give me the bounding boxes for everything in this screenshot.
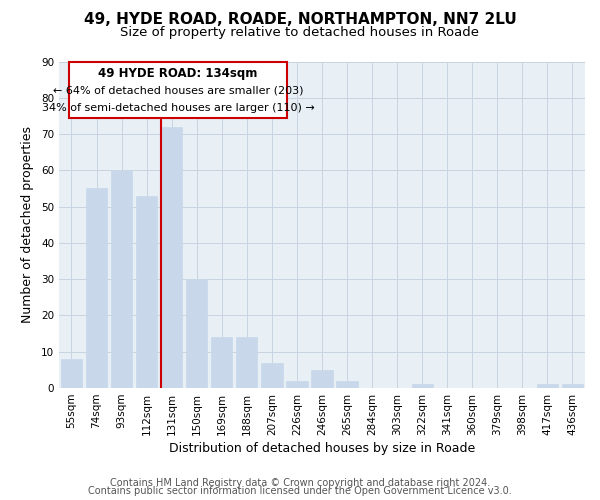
Bar — [286, 381, 308, 388]
Bar — [161, 127, 182, 388]
FancyBboxPatch shape — [69, 62, 287, 118]
Bar — [537, 384, 558, 388]
Text: 49, HYDE ROAD, ROADE, NORTHAMPTON, NN7 2LU: 49, HYDE ROAD, ROADE, NORTHAMPTON, NN7 2… — [83, 12, 517, 28]
Bar — [211, 338, 232, 388]
Text: 34% of semi-detached houses are larger (110) →: 34% of semi-detached houses are larger (… — [41, 102, 314, 113]
Bar — [311, 370, 332, 388]
Text: ← 64% of detached houses are smaller (203): ← 64% of detached houses are smaller (20… — [53, 86, 303, 96]
Text: Size of property relative to detached houses in Roade: Size of property relative to detached ho… — [121, 26, 479, 39]
Bar — [412, 384, 433, 388]
Bar — [61, 359, 82, 388]
Bar — [236, 338, 257, 388]
Bar — [136, 196, 157, 388]
Y-axis label: Number of detached properties: Number of detached properties — [21, 126, 34, 324]
Bar — [86, 188, 107, 388]
Text: Contains HM Land Registry data © Crown copyright and database right 2024.: Contains HM Land Registry data © Crown c… — [110, 478, 490, 488]
X-axis label: Distribution of detached houses by size in Roade: Distribution of detached houses by size … — [169, 442, 475, 455]
Text: Contains public sector information licensed under the Open Government Licence v3: Contains public sector information licen… — [88, 486, 512, 496]
Bar — [186, 279, 208, 388]
Bar — [337, 381, 358, 388]
Bar — [562, 384, 583, 388]
Bar — [261, 362, 283, 388]
Bar — [111, 170, 132, 388]
Text: 49 HYDE ROAD: 134sqm: 49 HYDE ROAD: 134sqm — [98, 66, 257, 80]
